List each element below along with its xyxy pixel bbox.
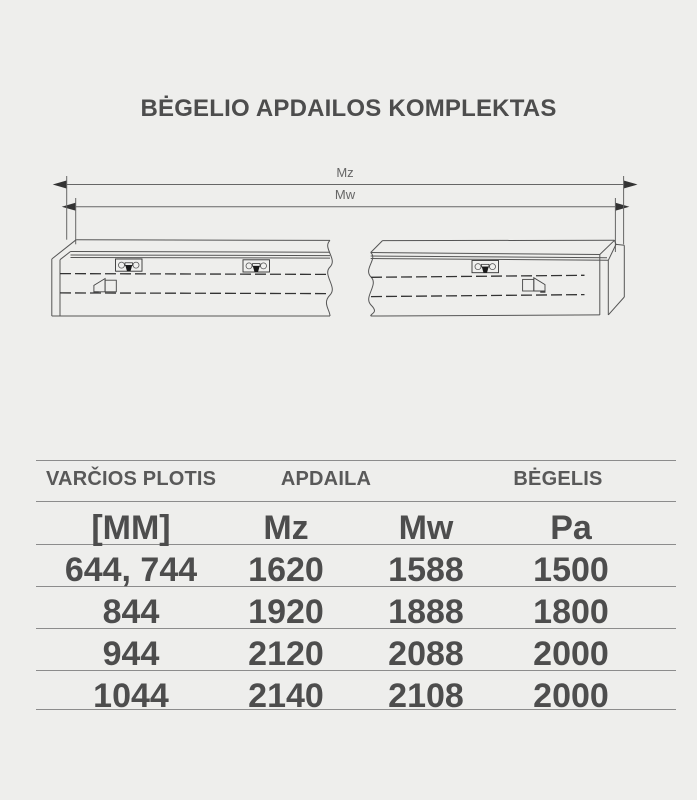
svg-text:Mw: Mw xyxy=(335,187,356,202)
svg-text:Mz: Mz xyxy=(336,165,353,180)
